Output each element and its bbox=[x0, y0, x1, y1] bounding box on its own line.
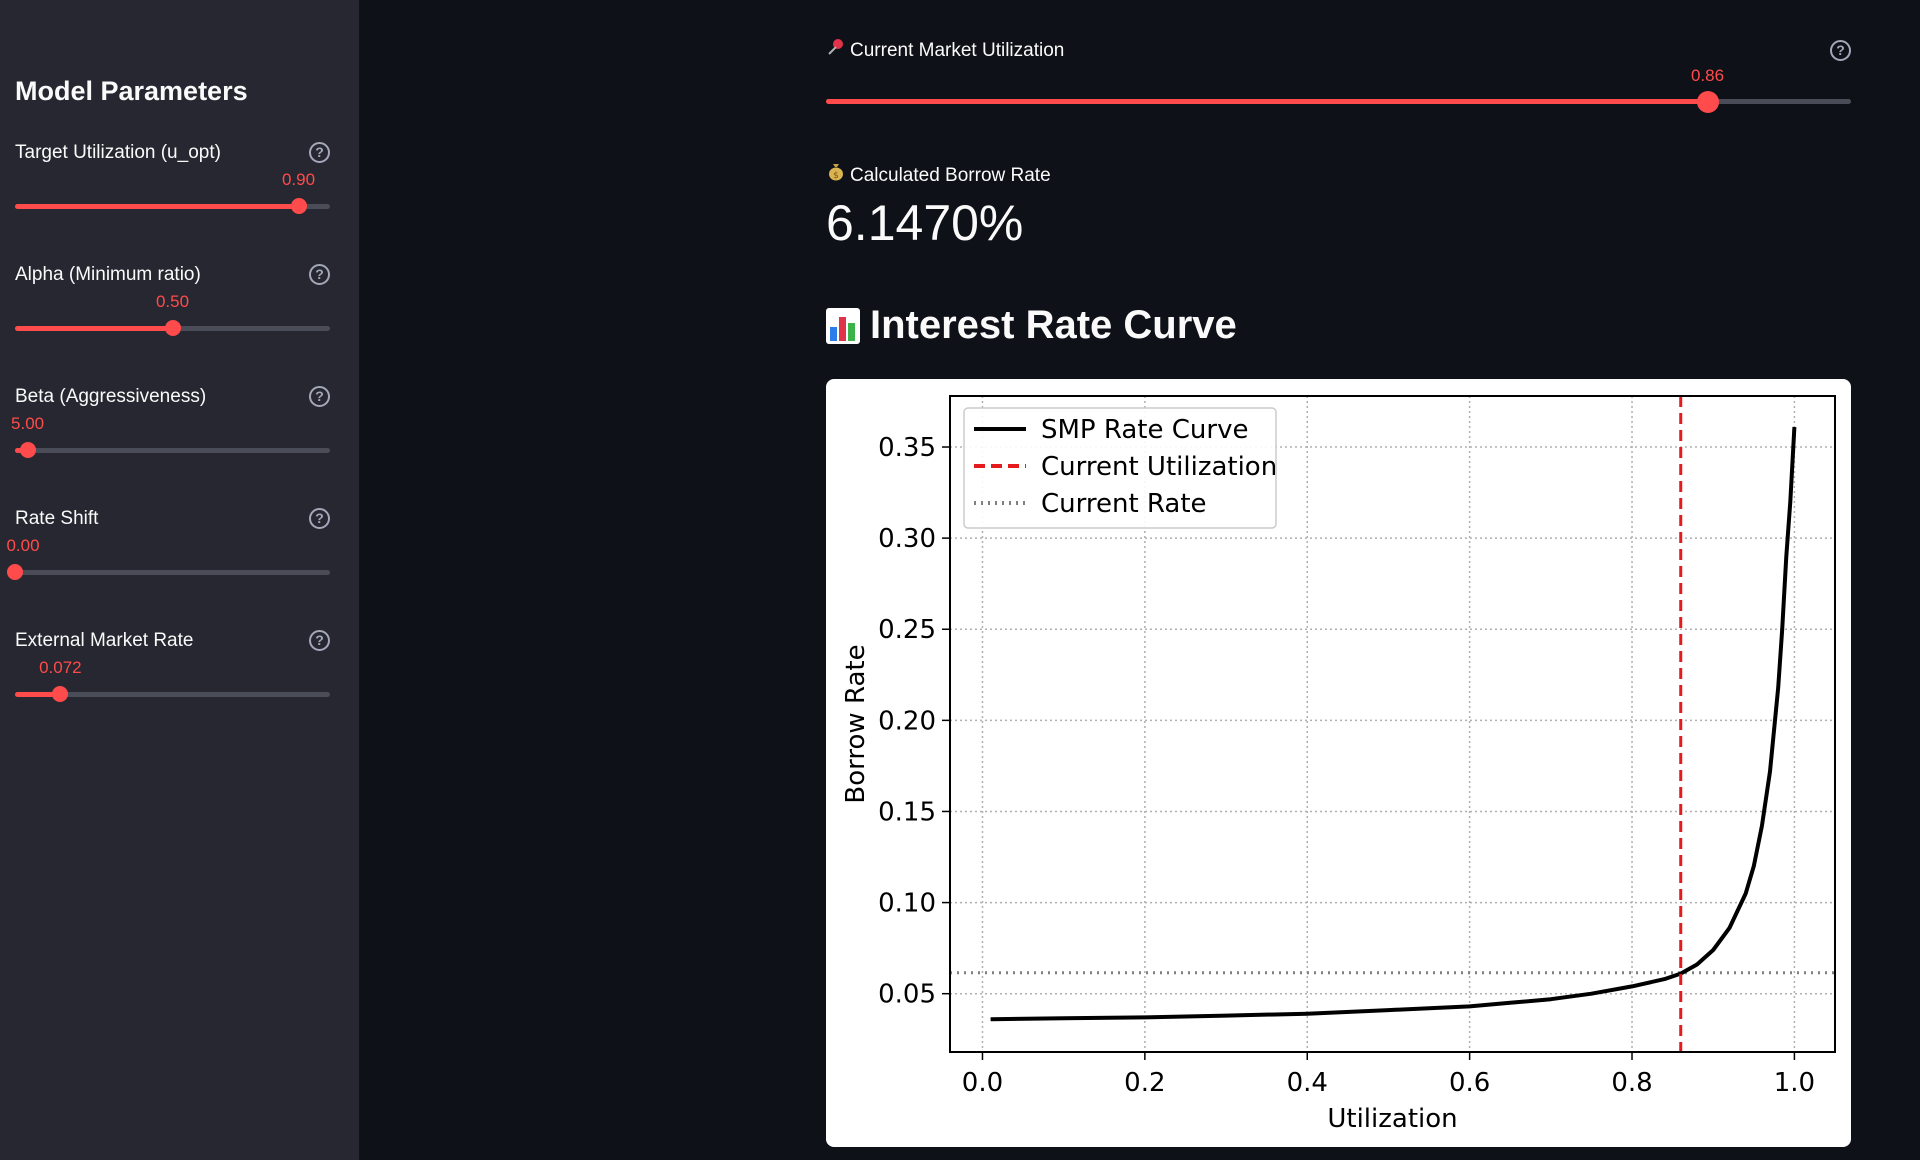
help-icon[interactable]: ? bbox=[309, 508, 330, 529]
parameter-4: External Market Rate? 0.072 bbox=[15, 630, 330, 730]
parameter-label: Target Utilization (u_opt) bbox=[15, 142, 221, 163]
utilization-label-text: Current Market Utilization bbox=[850, 40, 1065, 61]
x-tick-label: 0.6 bbox=[1449, 1068, 1490, 1098]
parameter-2: Beta (Aggressiveness)? 5.00 bbox=[11, 386, 330, 486]
money-bag-icon: $ bbox=[826, 161, 846, 187]
slider-track[interactable] bbox=[15, 448, 330, 453]
slider-value: 0.00 bbox=[6, 536, 40, 555]
parameter-label: Alpha (Minimum ratio) bbox=[15, 264, 201, 285]
parameter-label: Rate Shift bbox=[15, 508, 99, 529]
slider-track[interactable] bbox=[15, 692, 330, 697]
slider-thumb[interactable] bbox=[164, 320, 181, 336]
interest-rate-chart-card: 0.0 0.2 0.4 0.6 0.8 1.0 0.05 0.10 0.15 0.20 0.25 0.… bbox=[826, 379, 1851, 1147]
legend-box bbox=[963, 407, 1277, 529]
y-tick-label: 0.15 bbox=[878, 797, 936, 827]
borrow-rate-label-text: Calculated Borrow Rate bbox=[850, 165, 1051, 186]
svg-text:$: $ bbox=[833, 171, 839, 181]
y-tick-label: 0.30 bbox=[878, 524, 936, 554]
utilization-label: Current Market Utilization bbox=[826, 38, 1064, 62]
help-icon[interactable]: ? bbox=[309, 142, 330, 163]
borrow-rate-value: 6.1470% bbox=[826, 195, 1024, 251]
slider-thumb[interactable] bbox=[7, 564, 23, 580]
help-icon[interactable]: ? bbox=[1830, 40, 1851, 61]
pushpin-icon bbox=[826, 38, 846, 62]
slider-value: 5.00 bbox=[11, 414, 45, 433]
section-title-text: Interest Rate Curve bbox=[870, 303, 1237, 347]
help-icon[interactable]: ? bbox=[309, 386, 330, 407]
x-tick-label: 0.0 bbox=[962, 1068, 1003, 1098]
y-axis-label: Borrow Rate bbox=[841, 644, 871, 803]
legend-label: SMP Rate Curve bbox=[1041, 415, 1248, 445]
slider-thumb[interactable] bbox=[1696, 91, 1719, 113]
plot-frame bbox=[949, 395, 1836, 1053]
legend-label: Current Rate bbox=[1041, 489, 1207, 519]
parameter-1: Alpha (Minimum ratio)? 0.50 bbox=[15, 264, 330, 364]
x-tick-label: 0.8 bbox=[1611, 1068, 1652, 1098]
bar-chart-icon bbox=[826, 307, 860, 344]
slider-thumb[interactable] bbox=[52, 686, 69, 702]
help-icon[interactable]: ? bbox=[309, 264, 330, 285]
slider-fill bbox=[826, 99, 1708, 104]
utilization-slider[interactable]: 0.86 bbox=[826, 60, 1851, 113]
slider-value: 0.072 bbox=[39, 658, 82, 677]
parameter-0: Target Utilization (u_opt)? 0.90 bbox=[15, 142, 330, 242]
parameter-label: Beta (Aggressiveness) bbox=[15, 386, 207, 407]
section-title: Interest Rate Curve bbox=[826, 303, 1237, 348]
y-tick-label: 0.25 bbox=[878, 615, 936, 645]
slider-fill bbox=[15, 204, 299, 209]
slider-track[interactable] bbox=[15, 570, 330, 575]
slider-value: 0.90 bbox=[281, 170, 316, 189]
slider-value: 0.50 bbox=[155, 292, 190, 311]
y-tick-label: 0.20 bbox=[878, 706, 936, 736]
y-tick-label: 0.35 bbox=[878, 433, 936, 463]
y-tick-label: 0.10 bbox=[878, 889, 936, 919]
slider-fill bbox=[15, 692, 61, 697]
slider-fill bbox=[15, 326, 173, 331]
slider-thumb[interactable] bbox=[19, 442, 36, 458]
smp-rate-curve bbox=[990, 426, 1797, 1022]
borrow-rate-label: $ Calculated Borrow Rate bbox=[826, 161, 1051, 187]
x-tick-label: 1.0 bbox=[1774, 1068, 1815, 1098]
sidebar: Model Parameters Target Utilization (u_o… bbox=[0, 0, 359, 1160]
x-tick-label: 0.4 bbox=[1287, 1068, 1328, 1098]
legend-label: Current Utilization bbox=[1041, 452, 1277, 482]
x-tick-label: 0.2 bbox=[1124, 1068, 1165, 1098]
slider-thumb[interactable] bbox=[290, 198, 307, 214]
parameter-label: External Market Rate bbox=[15, 630, 194, 651]
parameter-3: Rate Shift? 0.00 bbox=[6, 508, 330, 608]
x-axis-label: Utilization bbox=[1327, 1104, 1457, 1134]
interest-rate-chart: 0.0 0.2 0.4 0.6 0.8 1.0 0.05 0.10 0.15 0.20 0.25 0.… bbox=[841, 395, 1836, 1134]
slider-value: 0.86 bbox=[1690, 66, 1725, 85]
help-icon[interactable]: ? bbox=[309, 630, 330, 651]
y-tick-label: 0.05 bbox=[878, 980, 936, 1010]
sidebar-title: Model Parameters bbox=[15, 76, 248, 106]
